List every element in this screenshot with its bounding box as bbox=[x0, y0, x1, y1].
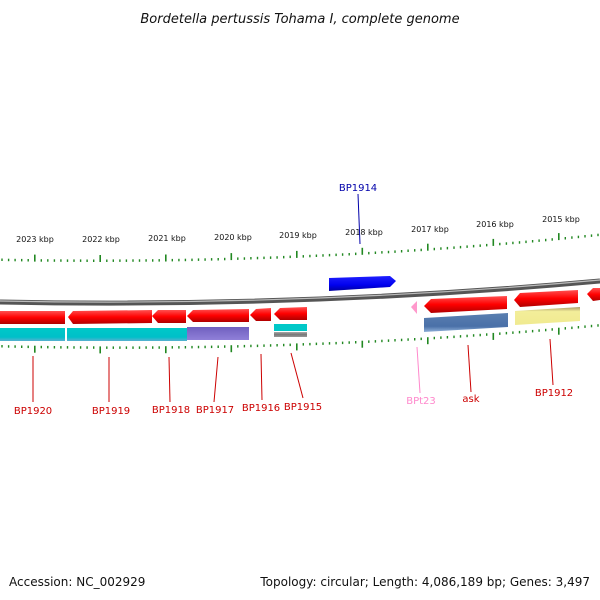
accession-text: Accession: NC_002929 bbox=[9, 575, 145, 589]
outer-tick-row bbox=[1, 233, 599, 262]
scale-label: 2023 kbp bbox=[16, 235, 54, 244]
scale-label: 2021 kbp bbox=[148, 234, 186, 243]
scale-labels: 2023 kbp 2022 kbp 2021 kbp 2020 kbp 2019… bbox=[16, 215, 580, 244]
gene-BP1915[interactable] bbox=[274, 307, 307, 320]
gene-ask[interactable] bbox=[424, 296, 507, 313]
cds-BP1912[interactable] bbox=[515, 307, 580, 325]
gene-BP1920[interactable] bbox=[0, 311, 65, 324]
gene-label-BP1914[interactable]: BP1914 bbox=[339, 183, 377, 194]
cds-BP1915-b[interactable] bbox=[274, 332, 307, 337]
inner-tick-row bbox=[1, 324, 599, 354]
genome-backbone-highlight bbox=[0, 279, 600, 303]
gene-label-BP1915[interactable]: BP1915 bbox=[284, 402, 322, 413]
cds-BP1919[interactable] bbox=[67, 328, 187, 341]
gene-label-BP1920[interactable]: BP1920 bbox=[14, 406, 52, 417]
cds-BP1917[interactable] bbox=[187, 327, 249, 340]
scale-label: 2018 kbp bbox=[345, 228, 383, 237]
gene-BPt23[interactable] bbox=[411, 301, 417, 314]
gene-BP1919[interactable] bbox=[68, 310, 152, 324]
scale-label: 2019 kbp bbox=[279, 231, 317, 240]
gene-labels: BP1920 BP1919 BP1918 BP1917 BP1916 BP191… bbox=[14, 183, 573, 417]
cds-BP1920[interactable] bbox=[0, 328, 65, 341]
gene-label-BPt23[interactable]: BPt23 bbox=[406, 396, 436, 407]
gene-BP1918[interactable] bbox=[152, 310, 186, 323]
scale-label: 2016 kbp bbox=[476, 220, 514, 229]
map-title: Bordetella pertussis Tohama I, complete … bbox=[140, 12, 459, 27]
gene-label-BP1916[interactable]: BP1916 bbox=[242, 403, 280, 414]
gene-BP1917[interactable] bbox=[187, 309, 249, 322]
cds-ask[interactable] bbox=[424, 313, 508, 332]
scale-label: 2015 kbp bbox=[542, 215, 580, 224]
callout-lines bbox=[32, 193, 554, 403]
scale-label: 2022 kbp bbox=[82, 235, 120, 244]
gene-label-BP1918[interactable]: BP1918 bbox=[152, 405, 190, 416]
cds-BP1915[interactable] bbox=[274, 324, 307, 331]
scale-label: 2017 kbp bbox=[411, 225, 449, 234]
genome-backbone bbox=[0, 278, 600, 306]
gene-next-partial[interactable] bbox=[587, 288, 600, 301]
gene-BP1912[interactable] bbox=[514, 290, 578, 307]
scale-label: 2020 kbp bbox=[214, 233, 252, 242]
gene-label-ask[interactable]: ask bbox=[462, 394, 479, 405]
gene-BP1916[interactable] bbox=[250, 308, 271, 321]
cds-row bbox=[0, 307, 580, 341]
gene-label-BP1912[interactable]: BP1912 bbox=[535, 388, 573, 399]
gene-label-BP1919[interactable]: BP1919 bbox=[92, 406, 130, 417]
gene-BP1914[interactable] bbox=[329, 276, 396, 291]
gene-label-BP1917[interactable]: BP1917 bbox=[196, 405, 234, 416]
genome-summary-text: Topology: circular; Length: 4,086,189 bp… bbox=[259, 575, 590, 589]
